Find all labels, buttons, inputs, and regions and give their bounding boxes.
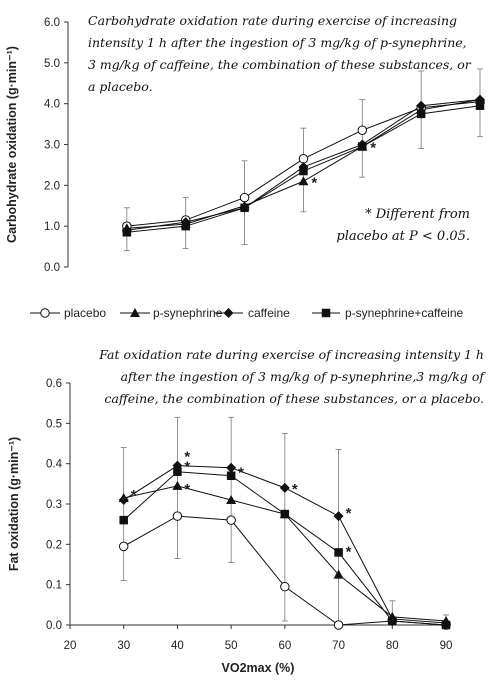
chart2-point (118, 494, 129, 505)
legend: placebo p-synephrine caffeine p-synephrine+… (30, 306, 464, 320)
legend-marker (223, 308, 234, 318)
chart1-point (299, 166, 308, 176)
chart1-y-axis-label: Carbohydrate oxidation (g·min⁻¹) (5, 46, 19, 243)
chart1-point (475, 101, 485, 110)
legend-label: p-synephrine (153, 306, 223, 320)
chart1-y-tick-label: 5.0 (44, 58, 60, 70)
chart2-x-tick-label: 20 (64, 640, 77, 652)
chart2-y-axis-label: Fat oxidation (g·min⁻¹) (7, 437, 21, 571)
legend-marker (40, 308, 50, 318)
chart2-point (441, 620, 451, 630)
chart2-significance-star: * (131, 487, 137, 504)
chart2-x-tick-label: 70 (332, 640, 345, 652)
chart2-significance-star: * (346, 543, 352, 560)
chart2-significance-star: * (238, 465, 244, 482)
legend-label: p-synephrine+caffeine (345, 306, 464, 320)
legend-label: placebo (64, 306, 106, 320)
legend-marker (321, 308, 331, 318)
chart2-point (119, 515, 128, 525)
chart1-point (358, 142, 367, 151)
chart2-x-tick-label: 50 (225, 640, 238, 652)
chart2-y-tick-label: 0.6 (46, 378, 62, 390)
chart2-significance-star: * (292, 481, 298, 498)
chart1-point (239, 192, 250, 203)
chart1-y-tick-label: 3.0 (44, 140, 60, 152)
chart1-y-tick-label: 6.0 (44, 17, 60, 29)
chart1-y-tick-label: 0.0 (44, 262, 60, 274)
chart1-point (298, 154, 309, 164)
chart2-point (334, 548, 343, 557)
chart1-significance-star: * (311, 174, 317, 191)
chart2-y-tick-label: 0.4 (46, 459, 63, 471)
chart2-significance-star: * (184, 449, 190, 466)
chart2-point (118, 541, 129, 552)
significance-footnote: * Different from placebo at P < 0.05. (330, 204, 470, 248)
chart1-y-tick-label: 4.0 (44, 99, 60, 111)
legend-marker (130, 308, 140, 317)
chart2-point (172, 480, 183, 490)
chart2-significance-star: * (346, 505, 352, 522)
chart1-point (357, 125, 368, 135)
chart2-point (333, 511, 344, 522)
chart2-y-tick-label: 0.2 (46, 539, 62, 551)
chart1-significance-star: * (370, 140, 376, 157)
chart2-y-tick-label: 0.3 (46, 499, 62, 511)
chart2-point (333, 569, 344, 579)
chart2-y-tick-label: 0.1 (46, 580, 62, 592)
legend-label: caffeine (248, 306, 290, 320)
footnote-line-1: * Different from (365, 207, 470, 222)
chart2-point (226, 515, 236, 525)
chart2-x-tick-label: 80 (386, 640, 399, 652)
carbohydrate-chart: 0.0 1.0 2.0 3.0 4.0 5.0 6.0 Carbohydrate oxidat… (5, 17, 485, 274)
chart1-y-tick-label: 1.0 (44, 221, 60, 233)
chart2-point (173, 467, 182, 476)
chart2-point (280, 581, 290, 592)
chart2-significance-star: * (184, 481, 190, 498)
chart2-significance-star: * (184, 459, 190, 476)
chart2-x-tick-label: 30 (117, 640, 130, 652)
chart2-y-tick-label: 0.5 (46, 418, 62, 430)
chart1-point (298, 176, 309, 186)
chart2-x-tick-label: 40 (171, 640, 184, 652)
chart2-y-tick-label: 0.0 (46, 620, 62, 632)
chart1-point (181, 221, 190, 231)
chart2-title: Fat oxidation rate during exercise of in… (99, 347, 484, 406)
chart2-x-axis-label: VO2max (%) (222, 661, 295, 675)
chart2-point (172, 511, 183, 521)
chart1-point (122, 228, 132, 237)
chart1-point (240, 203, 249, 213)
chart2-point (279, 482, 290, 493)
chart1-y-tick-label: 2.0 (44, 180, 60, 192)
chart2-point (280, 509, 290, 519)
chart2-point (226, 494, 237, 504)
chart1-title: Carbohydrate oxidation rate during exerc… (88, 13, 471, 94)
footnote-line-2: placebo at P < 0.05. (336, 229, 470, 244)
chart1-point (416, 109, 426, 119)
chart2-x-tick-label: 90 (440, 640, 453, 652)
chart2-point (226, 471, 236, 481)
chart2-point (333, 620, 344, 630)
chart2-point (388, 616, 397, 626)
fat-oxidation-chart: 0.0 0.1 0.2 0.3 0.4 0.5 0.6 20 30 40 50 60 70 80 90 Fat… (7, 378, 452, 675)
chart2-x-tick-label: 60 (278, 640, 291, 652)
chart1-point (416, 100, 427, 111)
chart2-point (226, 462, 237, 473)
